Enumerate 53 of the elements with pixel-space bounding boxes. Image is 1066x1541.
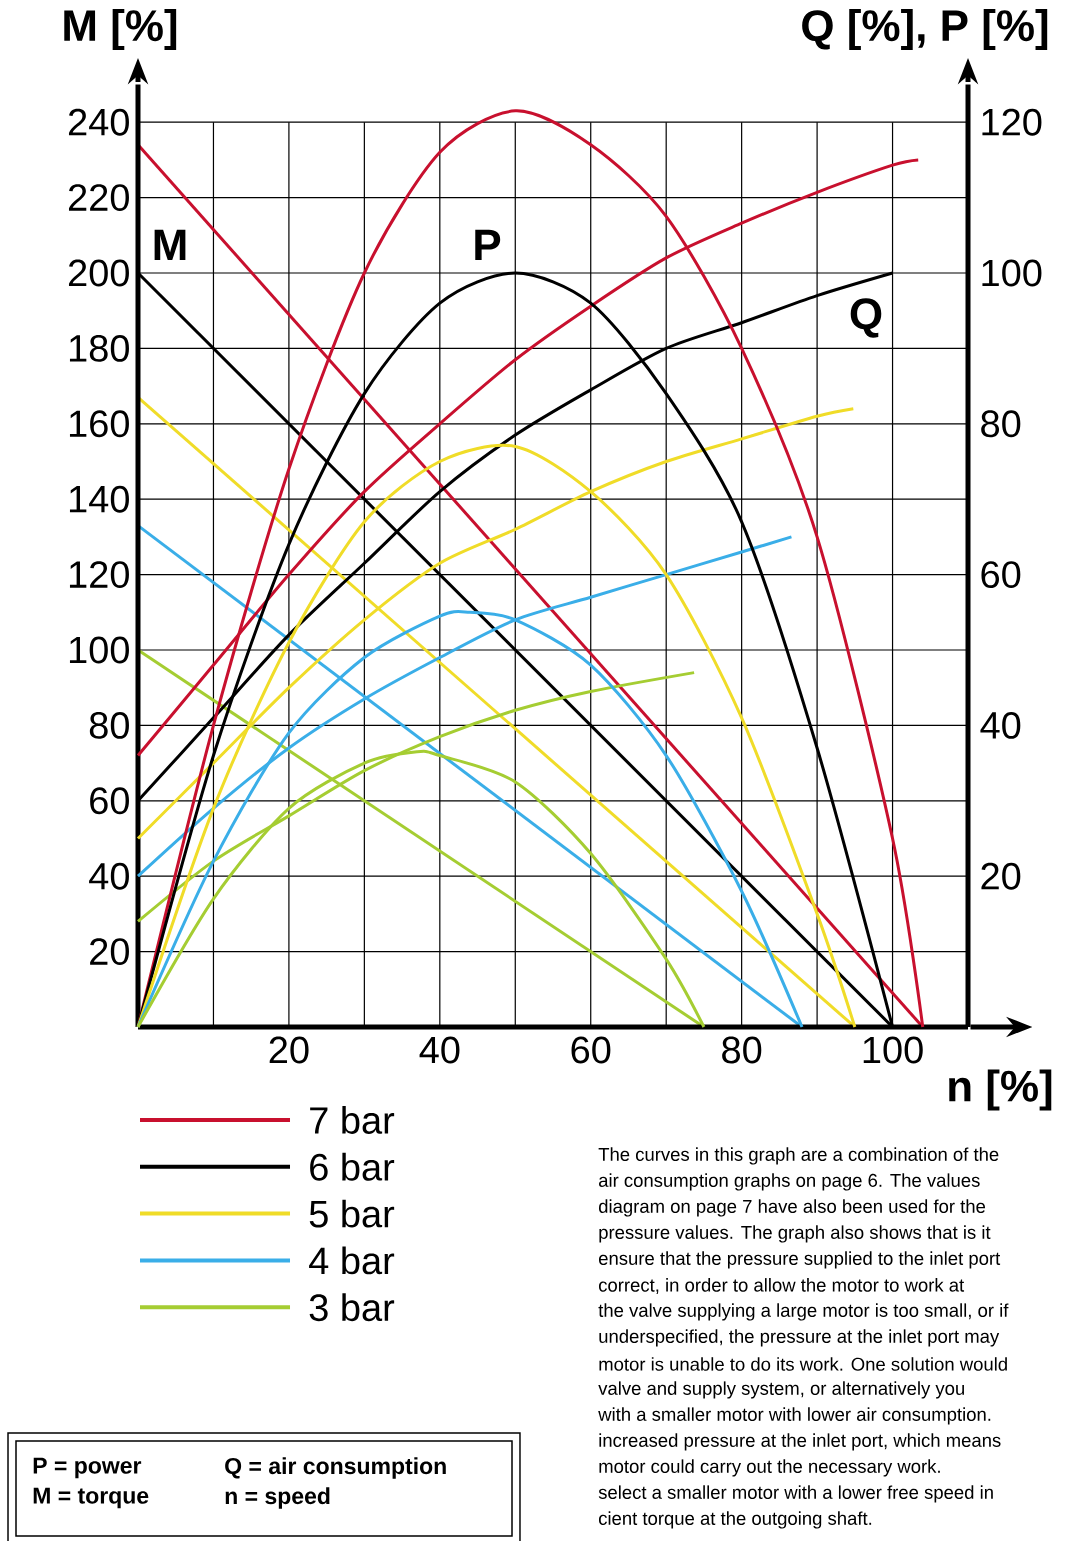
text: underspecified, the pressure at the inlet port may	[599, 1329, 1000, 1347]
text: n = speed	[225, 1487, 330, 1509]
y-tick-label: 140	[69, 485, 129, 513]
annotation: M	[154, 229, 186, 261]
text: Q = air consumption	[225, 1457, 446, 1479]
text: increased pressure at the inlet port, which means	[599, 1433, 1001, 1451]
text: motor is unable to do its work. One solution would	[599, 1357, 1007, 1371]
legend-label: 6 bar	[310, 1152, 395, 1181]
text: P = power	[33, 1457, 142, 1479]
y-tick-label: 120	[69, 561, 129, 589]
x-tick-label: 20	[269, 1036, 309, 1064]
y2-tick-label: 120	[982, 108, 1042, 136]
text: the valve supplying a large motor is too small, or if	[598, 1303, 1009, 1321]
y2-tick-label: 100	[982, 259, 1042, 287]
y-tick-label: 160	[69, 410, 129, 438]
text: pressure values. The graph also shows that is it	[599, 1225, 991, 1243]
y-tick-label: 60	[90, 787, 129, 815]
text: correct, in order to allow the motor to work at	[598, 1278, 965, 1294]
x-tick-label: 100	[863, 1036, 923, 1064]
y-tick-label: 40	[89, 862, 129, 890]
text: ensure that the pressure supplied to the inlet port	[598, 1251, 1001, 1269]
y-tick-label: 20	[90, 938, 129, 966]
legend-label: 4 bar	[309, 1246, 395, 1275]
y2-tick-label: 20	[981, 862, 1021, 890]
annotation: Q	[850, 298, 882, 338]
x-tick-label: 60	[571, 1036, 611, 1064]
annotation: P	[475, 229, 501, 261]
y-tick-label: 220	[68, 184, 129, 212]
x-axis-title: n [%]	[949, 1069, 1052, 1111]
y-tick-label: 100	[69, 636, 129, 664]
x-tick-label: 40	[419, 1036, 460, 1064]
legend-label: 7 bar	[310, 1106, 395, 1134]
y2-tick-label: 60	[981, 561, 1021, 589]
y2-tick-label: 40	[980, 711, 1021, 739]
text: valve and supply system, or alternatively you	[598, 1381, 965, 1399]
y-axis-title: M [%]	[64, 8, 177, 50]
text: select a smaller motor with a lower free speed in	[598, 1485, 993, 1503]
y-tick-label: 200	[68, 259, 129, 287]
text: air consumption graphs on page 6. The values	[598, 1173, 980, 1191]
text: with a smaller motor with lower air consumption.	[598, 1407, 991, 1425]
y2-tick-label: 80	[981, 410, 1021, 438]
text: cient torque at the outgoing shaft.	[598, 1511, 872, 1529]
text: The curves in this graph are a combination of the	[598, 1147, 999, 1165]
legend-label: 5 bar	[309, 1199, 395, 1228]
y-tick-label: 240	[68, 108, 129, 136]
text: diagram on page 7 have also been used for the	[598, 1199, 986, 1217]
y-tick-label: 80	[89, 711, 129, 739]
text: motor could carry out the necessary work.	[599, 1459, 940, 1477]
y2-axis-title: Q [%], P [%]	[802, 8, 1048, 50]
y-tick-label: 180	[69, 334, 129, 362]
legend-label: 3 bar	[309, 1293, 395, 1322]
x-tick-label: 80	[722, 1036, 762, 1064]
text: M = torque	[33, 1487, 149, 1509]
